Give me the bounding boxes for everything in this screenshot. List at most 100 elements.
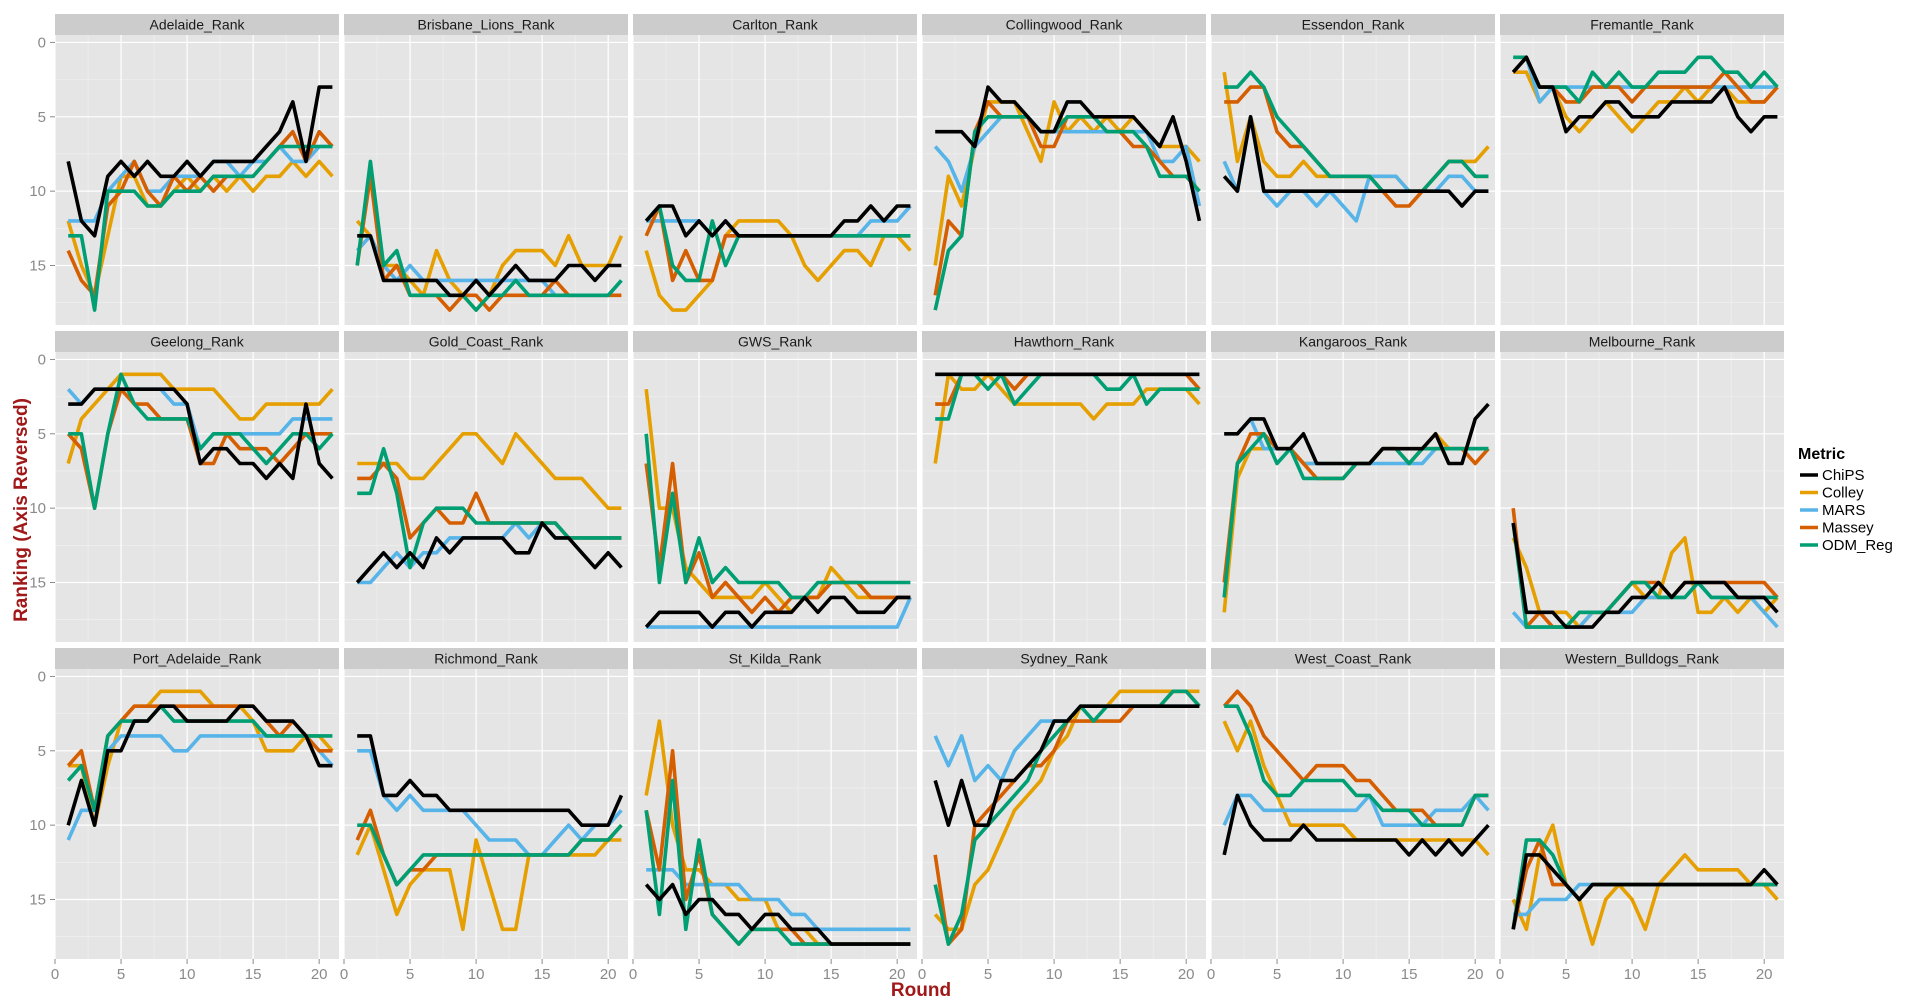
x-tick-label: 15 — [245, 966, 262, 983]
strip-label-west-coast-rank: West_Coast_Rank — [1295, 651, 1412, 667]
strip-label-essendon-rank: Essendon_Rank — [1302, 17, 1406, 33]
strip-label-carlton-rank: Carlton_Rank — [732, 17, 819, 33]
series-line-chips-geelong-rank — [68, 387, 334, 481]
panel-west-coast-rank: West_Coast_Rank — [1210, 648, 1495, 959]
x-tick-label: 0 — [51, 966, 59, 983]
series-line-mars-essendon-rank — [1222, 115, 1489, 223]
series-line-chips-essendon-rank — [1222, 115, 1489, 208]
series-line-chips-fremantle-rank — [1511, 55, 1778, 134]
strip-kangaroos-rank — [1211, 331, 1495, 352]
x-tick-label: 5 — [984, 966, 992, 983]
series-line-odm-reg-geelong-rank — [68, 372, 334, 511]
y-tick-label: 5 — [38, 426, 46, 443]
strip-label-hawthorn-rank: Hawthorn_Rank — [1014, 334, 1115, 350]
x-tick-label: 20 — [889, 966, 906, 983]
panel-background — [922, 352, 1206, 642]
series-line-chips-west-coast-rank — [1222, 793, 1490, 857]
strip-adelaide-rank — [55, 14, 339, 35]
panel-gold-coast-rank: Gold_Coast_Rank — [343, 331, 628, 642]
y-tick-label: 15 — [29, 575, 46, 592]
strip-st-kilda-rank — [633, 648, 917, 669]
x-tick-label: 0 — [1496, 966, 1504, 983]
x-tick-label: 20 — [1756, 966, 1773, 983]
x-tick-label: 0 — [918, 966, 926, 983]
panel-port-adelaide-rank: Port_Adelaide_Rank — [54, 648, 339, 959]
strip-label-port-adelaide-rank: Port_Adelaide_Rank — [133, 651, 262, 667]
x-tick-label: 10 — [1624, 966, 1641, 983]
panel-hawthorn-rank: Hawthorn_Rank — [921, 331, 1206, 642]
series-line-chips-port-adelaide-rank — [66, 704, 333, 828]
series-line-colley-geelong-rank — [66, 372, 334, 465]
x-axis-title: Round — [891, 980, 951, 1001]
panel-background — [55, 669, 339, 959]
x-tick-label: 5 — [117, 966, 125, 983]
x-tick-label: 15 — [534, 966, 551, 983]
x-tick-label: 15 — [1401, 966, 1418, 983]
strip-label-gold-coast-rank: Gold_Coast_Rank — [429, 334, 544, 350]
y-tick-label: 5 — [38, 109, 46, 126]
x-tick-label: 10 — [1335, 966, 1352, 983]
strip-melbourne-rank — [1500, 331, 1784, 352]
strip-geelong-rank — [55, 331, 339, 352]
series-line-mars-collingwood-rank — [933, 115, 1202, 207]
y-tick-label: 10 — [29, 500, 46, 517]
panel-adelaide-rank: Adelaide_Rank — [54, 14, 339, 325]
strip-port-adelaide-rank — [55, 648, 339, 669]
x-tick-label: 20 — [1178, 966, 1195, 983]
series-line-odm-reg-gws-rank — [644, 433, 911, 600]
x-tick-label: 20 — [600, 966, 617, 983]
series-line-odm-reg-melbourne-rank — [1511, 522, 1778, 629]
panel-richmond-rank: Richmond_Rank — [343, 648, 628, 959]
x-tick-label: 15 — [1112, 966, 1129, 983]
x-axes: 0 5 10 15 20 0 5 10 15 20 0 5 10 15 20 0 5 10 15 20 0 5 10 15 20… — [51, 959, 1773, 983]
panel-western-bulldogs-rank: Western_Bulldogs_Rank — [1499, 648, 1784, 959]
y-axes: 0 5 10 15 0 5 10 15 0 5 10 15 — [29, 34, 55, 909]
legend-label-colley: Colley — [1822, 485, 1864, 502]
x-tick-label: 0 — [629, 966, 637, 983]
panel-fremantle-rank: Fremantle_Rank — [1499, 14, 1784, 325]
series-line-colley-gold-coast-rank — [357, 431, 622, 511]
strip-sydney-rank — [922, 648, 1206, 669]
panel-background — [344, 352, 628, 642]
strip-label-adelaide-rank: Adelaide_Rank — [150, 17, 246, 33]
panel-essendon-rank: Essendon_Rank — [1210, 14, 1495, 325]
series-line-chips-carlton-rank — [644, 204, 911, 238]
strip-label-geelong-rank: Geelong_Rank — [150, 334, 244, 350]
series-line-chips-gold-coast-rank — [355, 521, 623, 584]
panel-background — [1211, 669, 1495, 959]
panel-background — [633, 35, 917, 325]
x-tick-label: 0 — [340, 966, 348, 983]
strip-gws-rank — [633, 331, 917, 352]
strip-label-sydney-rank: Sydney_Rank — [1020, 651, 1108, 667]
x-tick-label: 10 — [757, 966, 774, 983]
strip-brisbane-lions-rank — [344, 14, 628, 35]
panel-kangaroos-rank: Kangaroos_Rank — [1210, 331, 1495, 642]
x-tick-label: 5 — [695, 966, 703, 983]
panel-st-kilda-rank: St_Kilda_Rank — [632, 648, 917, 959]
strip-label-st-kilda-rank: St_Kilda_Rank — [729, 651, 823, 667]
x-tick-label: 0 — [1207, 966, 1215, 983]
strip-label-western-bulldogs-rank: Western_Bulldogs_Rank — [1565, 651, 1720, 667]
strip-western-bulldogs-rank — [1500, 648, 1784, 669]
facet-panels: Adelaide_Rank Brisbane_Lions_Rank Carlton_… — [54, 14, 1784, 959]
x-tick-label: 20 — [1467, 966, 1484, 983]
strip-label-richmond-rank: Richmond_Rank — [434, 651, 538, 667]
series-line-odm-reg-gold-coast-rank — [357, 446, 622, 570]
x-tick-label: 10 — [179, 966, 196, 983]
x-tick-label: 5 — [1273, 966, 1281, 983]
strip-label-brisbane-lions-rank: Brisbane_Lions_Rank — [418, 17, 556, 33]
legend-label-mars: MARS — [1822, 502, 1865, 519]
y-tick-label: 0 — [38, 34, 46, 51]
legend-label-chips: ChiPS — [1822, 467, 1865, 484]
series-line-odm-reg-richmond-rank — [357, 823, 623, 887]
legend-label-odm-reg: ODM_Reg — [1822, 537, 1893, 554]
series-line-mars-gws-rank — [646, 596, 913, 629]
x-tick-label: 20 — [311, 966, 328, 983]
strip-richmond-rank — [344, 648, 628, 669]
series-line-colley-western-bulldogs-rank — [1511, 823, 1779, 946]
x-tick-label: 5 — [406, 966, 414, 983]
panel-background — [1500, 669, 1784, 959]
y-tick-label: 15 — [29, 258, 46, 275]
panel-melbourne-rank: Melbourne_Rank — [1499, 331, 1784, 642]
series-line-odm-reg-fremantle-rank — [1513, 55, 1779, 104]
